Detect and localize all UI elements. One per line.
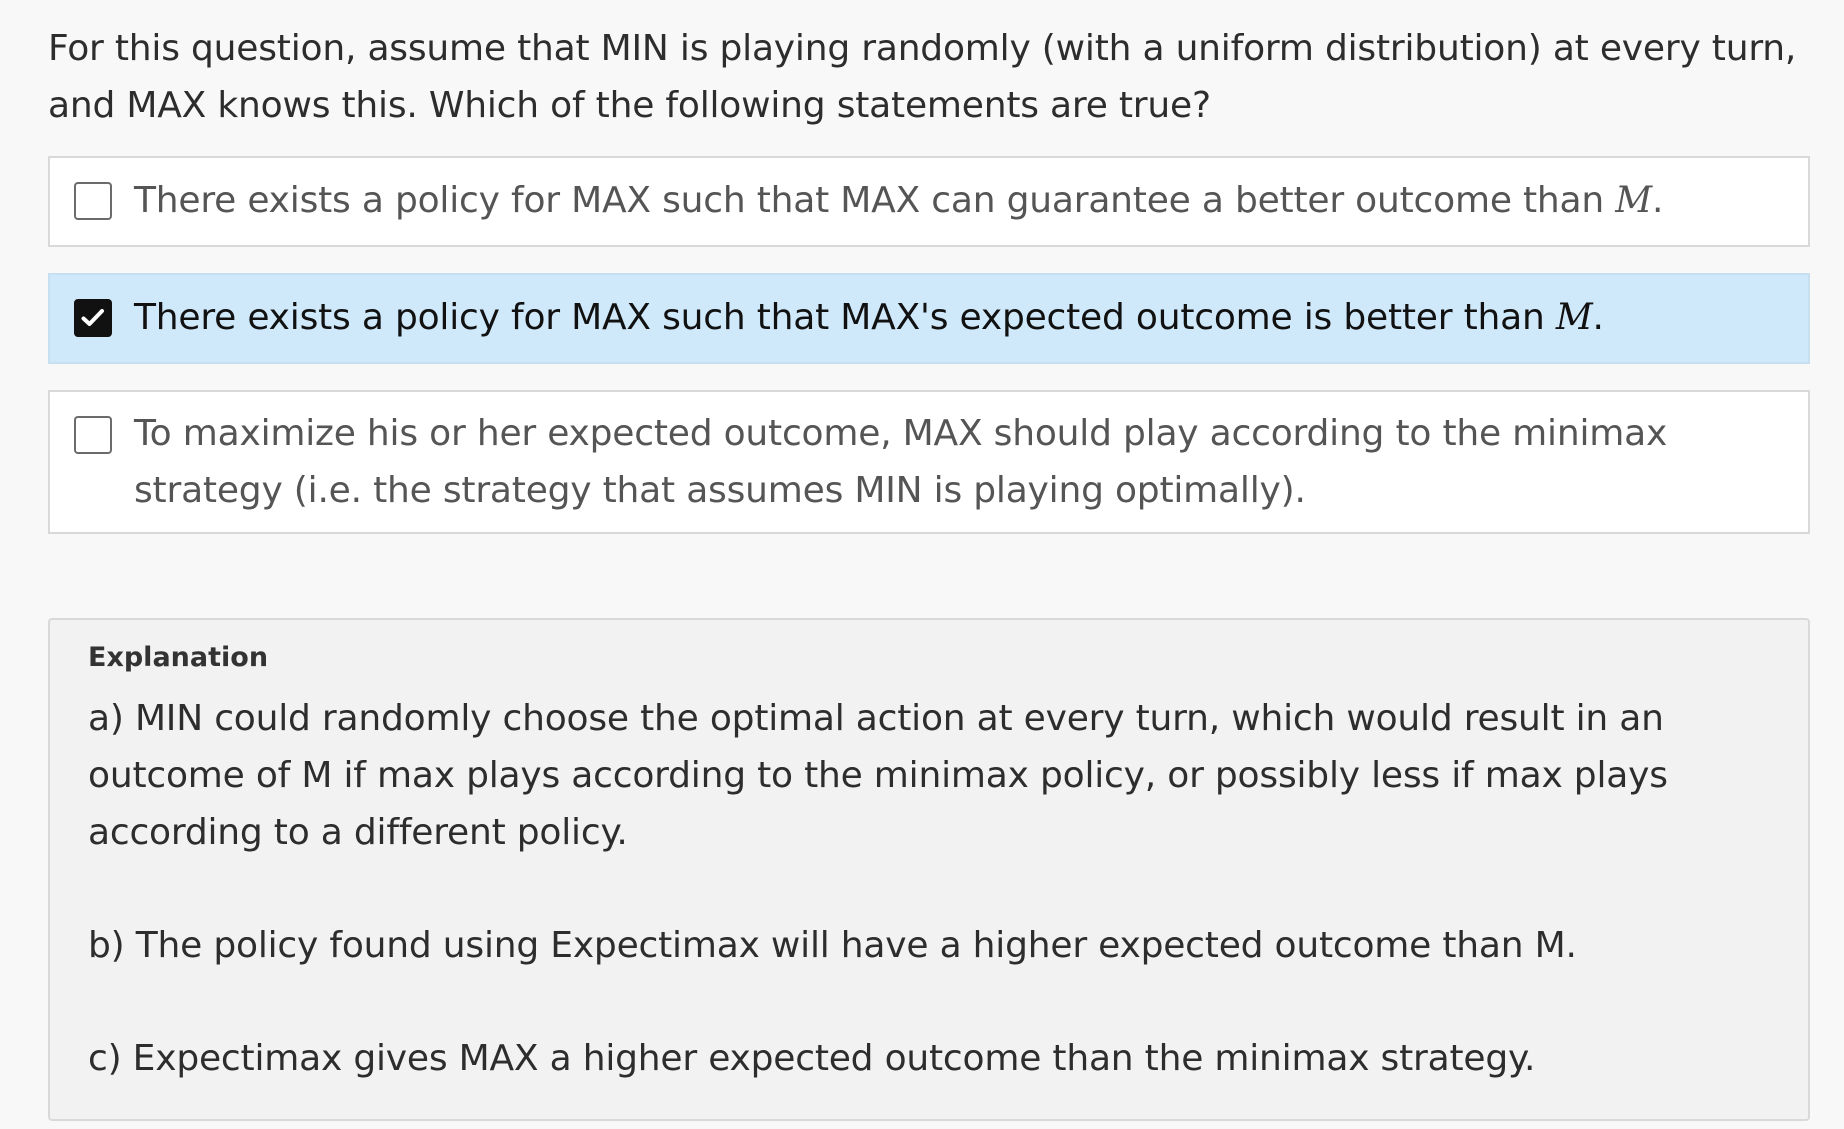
answer-option-c-label: To maximize his or her expected outcome,… (134, 405, 1778, 519)
answer-option-b-label: There exists a policy for MAX such that … (134, 289, 1778, 346)
explanation-paragraph-a: a) MIN could randomly choose the optimal… (88, 698, 1668, 853)
explanation-body: a) MIN could randomly choose the optimal… (88, 690, 1728, 1087)
explanation-paragraph-c: c) Expectimax gives MAX a higher expecte… (88, 1038, 1536, 1079)
answer-option-c-text: To maximize his or her expected outcome,… (134, 413, 1668, 511)
answer-options: There exists a policy for MAX such that … (48, 156, 1810, 534)
math-symbol-m: M (1615, 180, 1652, 221)
question-text: For this question, assume that MIN is pl… (48, 28, 1797, 126)
checkbox-option-a[interactable] (74, 182, 112, 220)
explanation-paragraph-b: b) The policy found using Expectimax wil… (88, 925, 1577, 966)
answer-option-b-text: There exists a policy for MAX such that … (134, 297, 1556, 338)
answer-option-c[interactable]: To maximize his or her expected outcome,… (48, 390, 1810, 534)
quiz-page: For this question, assume that MIN is pl… (48, 0, 1810, 1121)
answer-option-a[interactable]: There exists a policy for MAX such that … (48, 156, 1810, 247)
answer-option-a-suffix: . (1651, 180, 1664, 221)
answer-option-b-suffix: . (1592, 297, 1604, 338)
checkbox-option-c[interactable] (74, 416, 112, 454)
answer-option-a-label: There exists a policy for MAX such that … (134, 172, 1778, 229)
answer-option-b[interactable]: There exists a policy for MAX such that … (48, 273, 1810, 364)
explanation-panel: Explanation a) MIN could randomly choose… (48, 618, 1810, 1121)
explanation-title: Explanation (88, 642, 269, 673)
checkmark-icon (81, 309, 104, 326)
checkbox-option-b[interactable] (74, 299, 112, 337)
math-symbol-m: M (1555, 297, 1593, 338)
answer-option-a-text: There exists a policy for MAX such that … (134, 180, 1616, 221)
